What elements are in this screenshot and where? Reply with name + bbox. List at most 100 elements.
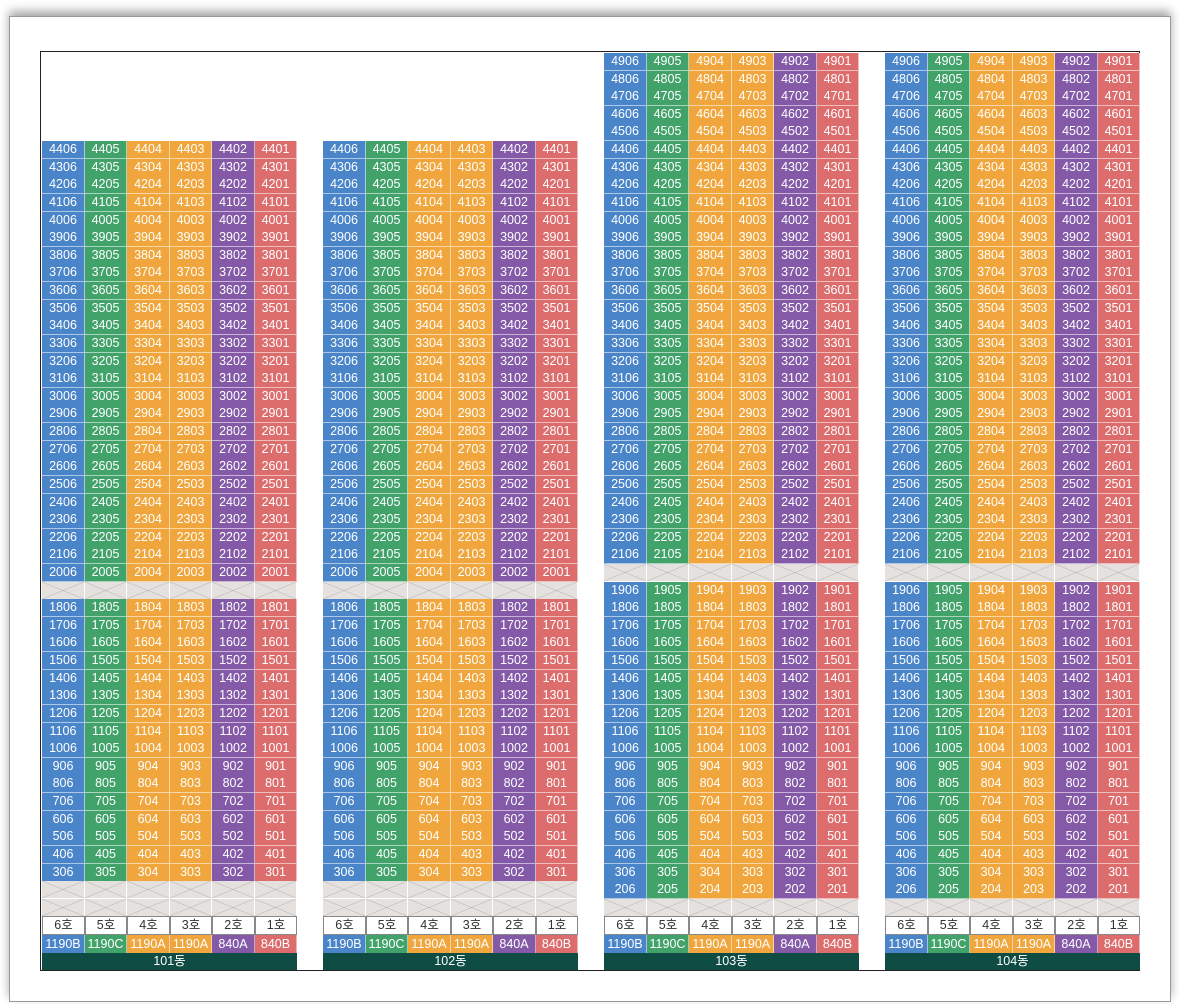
- unit-cell[interactable]: 4301: [255, 158, 297, 177]
- unit-cell[interactable]: 502: [212, 828, 255, 847]
- unit-cell[interactable]: 3302: [493, 334, 536, 353]
- unit-cell[interactable]: 1802: [774, 599, 817, 618]
- unit-cell[interactable]: 3903: [1013, 229, 1055, 248]
- unit-cell[interactable]: 506: [42, 828, 85, 847]
- unit-cell[interactable]: 4303: [732, 158, 774, 177]
- unit-cell[interactable]: 806: [885, 775, 928, 794]
- unit-cell[interactable]: 2303: [170, 511, 212, 530]
- unit-cell[interactable]: 805: [366, 775, 408, 794]
- unit-cell[interactable]: 3303: [732, 334, 774, 353]
- unit-cell[interactable]: 4105: [85, 193, 127, 212]
- unit-cell[interactable]: 4706: [885, 88, 928, 107]
- unit-cell[interactable]: 2805: [928, 423, 970, 442]
- unit-cell[interactable]: 1004: [970, 740, 1013, 759]
- unit-cell[interactable]: 4304: [689, 158, 732, 177]
- unit-cell[interactable]: 302: [493, 863, 536, 882]
- unit-cell[interactable]: 4304: [970, 158, 1013, 177]
- unit-cell[interactable]: 3102: [1055, 370, 1098, 389]
- unit-cell[interactable]: 2204: [970, 528, 1013, 547]
- unit-cell[interactable]: 4303: [170, 158, 212, 177]
- unit-cell[interactable]: 4401: [817, 141, 859, 160]
- unit-cell[interactable]: 2803: [732, 423, 774, 442]
- unit-cell[interactable]: 306: [42, 863, 85, 882]
- unit-cell[interactable]: 2702: [1055, 440, 1098, 459]
- unit-cell[interactable]: 3801: [255, 246, 297, 265]
- unit-cell[interactable]: 4404: [408, 141, 451, 160]
- unit-cell[interactable]: 1605: [85, 634, 127, 653]
- unit-cell[interactable]: 2006: [323, 563, 366, 582]
- unit-cell[interactable]: 305: [85, 863, 127, 882]
- unit-cell[interactable]: 1205: [366, 704, 408, 723]
- unit-cell[interactable]: 4203: [1013, 176, 1055, 195]
- unit-cell[interactable]: 3104: [689, 370, 732, 389]
- unit-cell[interactable]: 2703: [732, 440, 774, 459]
- unit-cell[interactable]: 1905: [928, 581, 970, 600]
- unit-cell[interactable]: 2906: [885, 405, 928, 424]
- unit-cell[interactable]: 303: [170, 863, 212, 882]
- unit-cell[interactable]: 2504: [127, 475, 170, 494]
- unit-cell[interactable]: 802: [774, 775, 817, 794]
- unit-cell[interactable]: 706: [42, 793, 85, 812]
- unit-cell[interactable]: 3002: [212, 387, 255, 406]
- unit-cell[interactable]: 3705: [647, 264, 689, 283]
- unit-cell[interactable]: 2504: [689, 475, 732, 494]
- unit-cell[interactable]: 4702: [774, 88, 817, 107]
- unit-cell[interactable]: 2203: [732, 528, 774, 547]
- unit-cell[interactable]: 1401: [536, 669, 578, 688]
- unit-cell[interactable]: 3501: [1098, 299, 1140, 318]
- unit-cell[interactable]: 1004: [127, 740, 170, 759]
- unit-cell[interactable]: 2403: [170, 493, 212, 512]
- unit-cell[interactable]: 2202: [774, 528, 817, 547]
- unit-cell[interactable]: 602: [774, 810, 817, 829]
- unit-cell[interactable]: 803: [451, 775, 493, 794]
- unit-cell[interactable]: 2105: [647, 546, 689, 565]
- unit-cell[interactable]: 304: [127, 863, 170, 882]
- unit-cell[interactable]: 2702: [493, 440, 536, 459]
- unit-cell[interactable]: 605: [647, 810, 689, 829]
- unit-cell[interactable]: 3203: [170, 352, 212, 371]
- unit-cell[interactable]: 1405: [928, 669, 970, 688]
- unit-cell[interactable]: 1503: [170, 652, 212, 671]
- unit-cell[interactable]: 3004: [689, 387, 732, 406]
- unit-cell[interactable]: 3201: [817, 352, 859, 371]
- unit-cell[interactable]: 2206: [42, 528, 85, 547]
- unit-cell[interactable]: 503: [732, 828, 774, 847]
- unit-cell[interactable]: 1906: [604, 581, 647, 600]
- unit-cell[interactable]: 1302: [1055, 687, 1098, 706]
- unit-cell[interactable]: 1006: [604, 740, 647, 759]
- unit-cell[interactable]: 2003: [170, 563, 212, 582]
- unit-cell[interactable]: 2906: [604, 405, 647, 424]
- unit-cell[interactable]: 2802: [1055, 423, 1098, 442]
- unit-cell[interactable]: 2301: [536, 511, 578, 530]
- unit-cell[interactable]: 3102: [774, 370, 817, 389]
- unit-cell[interactable]: 404: [689, 845, 732, 864]
- unit-cell[interactable]: 4404: [127, 141, 170, 160]
- unit-cell[interactable]: 1003: [1013, 740, 1055, 759]
- unit-cell[interactable]: 2506: [604, 475, 647, 494]
- unit-cell[interactable]: 1503: [732, 652, 774, 671]
- unit-cell[interactable]: 2801: [255, 423, 297, 442]
- unit-cell[interactable]: 4904: [970, 53, 1013, 72]
- unit-cell[interactable]: 3006: [42, 387, 85, 406]
- unit-cell[interactable]: 4506: [604, 123, 647, 142]
- unit-cell[interactable]: 1204: [408, 704, 451, 723]
- unit-cell[interactable]: 3403: [1013, 317, 1055, 336]
- unit-cell[interactable]: 4304: [127, 158, 170, 177]
- unit-cell[interactable]: 2202: [212, 528, 255, 547]
- unit-cell[interactable]: 1302: [774, 687, 817, 706]
- unit-cell[interactable]: 203: [732, 881, 774, 900]
- unit-cell[interactable]: 2804: [408, 423, 451, 442]
- unit-cell[interactable]: 903: [732, 757, 774, 776]
- unit-cell[interactable]: 4204: [127, 176, 170, 195]
- unit-cell[interactable]: 2105: [928, 546, 970, 565]
- unit-cell[interactable]: 4501: [817, 123, 859, 142]
- unit-cell[interactable]: 2005: [366, 563, 408, 582]
- unit-cell[interactable]: 902: [774, 757, 817, 776]
- unit-cell[interactable]: 4001: [255, 211, 297, 230]
- unit-cell[interactable]: 2804: [127, 423, 170, 442]
- unit-cell[interactable]: 2602: [493, 458, 536, 477]
- unit-cell[interactable]: 2801: [1098, 423, 1140, 442]
- unit-cell[interactable]: 2506: [42, 475, 85, 494]
- unit-cell[interactable]: 3906: [323, 229, 366, 248]
- unit-cell[interactable]: 1306: [42, 687, 85, 706]
